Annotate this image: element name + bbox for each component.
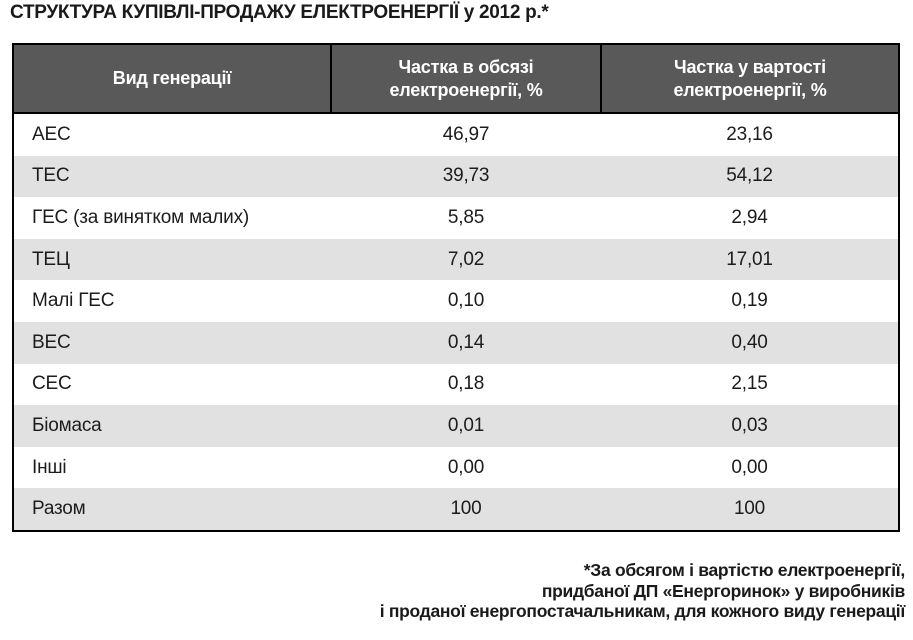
cell-generation-type: ВЕС: [32, 331, 71, 353]
table-row: ВЕС 0,14 0,40: [13, 321, 899, 364]
cell-volume-share: 7,02: [447, 248, 485, 270]
cell-generation-type: Інші: [32, 456, 67, 478]
cell-volume-share: 39,73: [442, 165, 490, 187]
cell-value-share: 0,00: [731, 456, 768, 478]
table-row: ТЕС 39,73 54,12: [13, 155, 899, 198]
cell-generation-type: СЕС: [32, 373, 72, 395]
column-header-generation-type: Вид генерації: [13, 44, 331, 114]
cell-volume-share: 100: [450, 498, 482, 520]
cell-generation-type: Разом: [32, 498, 86, 520]
cell-value-share: 17,01: [726, 248, 773, 270]
table-row: АЕС 46,97 23,16: [13, 113, 899, 156]
cell-value-share: 2,15: [731, 373, 768, 395]
cell-value-share: 2,94: [731, 206, 768, 228]
cell-generation-type: Біомаса: [32, 414, 102, 436]
table-row: Малі ГЕС 0,10 0,19: [13, 280, 899, 322]
table-row: ТЕЦ 7,02 17,01: [13, 238, 899, 281]
footnote-line: придбаної ДП «Енергоринок» у виробників: [541, 580, 905, 601]
cell-volume-share: 0,10: [447, 290, 485, 312]
cell-volume-share: 5,85: [447, 206, 485, 228]
footnote-line: і проданої енергопостачальникам, для кож…: [379, 601, 906, 621]
cell-value-share: 54,12: [726, 165, 773, 187]
cell-volume-share: 0,00: [447, 456, 485, 478]
table-row: ГЕС (за винятком малих) 5,85 2,94: [13, 197, 899, 239]
cell-value-share: 0,40: [731, 331, 768, 353]
cell-value-share: 23,16: [726, 123, 773, 145]
table-row: Біомаса 0,01 0,03: [13, 405, 899, 447]
cell-generation-type: ТЕС: [32, 165, 70, 187]
energy-structure-table: Вид генерації Частка в обсязі електроене…: [12, 43, 900, 532]
cell-volume-share: 0,01: [447, 414, 485, 436]
table-row-total: Разом 100 100: [13, 488, 899, 531]
table-row: Інші 0,00 0,00: [13, 447, 899, 489]
cell-generation-type: ТЕЦ: [32, 248, 70, 270]
column-header-volume-share: Частка в обсязі електроенергії, %: [330, 44, 601, 114]
footnote-line: *За обсягом і вартістю електроенергії,: [583, 560, 906, 580]
footnote: *За обсягом і вартістю електроенергії, п…: [0, 560, 906, 622]
cell-generation-type: ГЕС (за винятком малих): [32, 206, 250, 228]
cell-volume-share: 46,97: [442, 123, 490, 145]
cell-volume-share: 0,18: [447, 373, 485, 395]
cell-value-share: 0,03: [731, 414, 768, 436]
cell-generation-type: АЕС: [32, 123, 71, 145]
cell-value-share: 100: [733, 498, 766, 520]
cell-value-share: 0,19: [731, 290, 768, 312]
cell-volume-share: 0,14: [447, 331, 485, 353]
column-header-value-share: Частка у вартості електроенергії, %: [600, 44, 899, 114]
table-row: СЕС 0,18 2,15: [13, 364, 899, 406]
page-title: СТРУКТУРА КУПІВЛІ-ПРОДАЖУ ЕЛЕКТРОЕНЕРГІЇ…: [10, 2, 549, 23]
cell-generation-type: Малі ГЕС: [32, 290, 115, 312]
header-row: Вид генерації Частка в обсязі електроене…: [13, 44, 899, 114]
